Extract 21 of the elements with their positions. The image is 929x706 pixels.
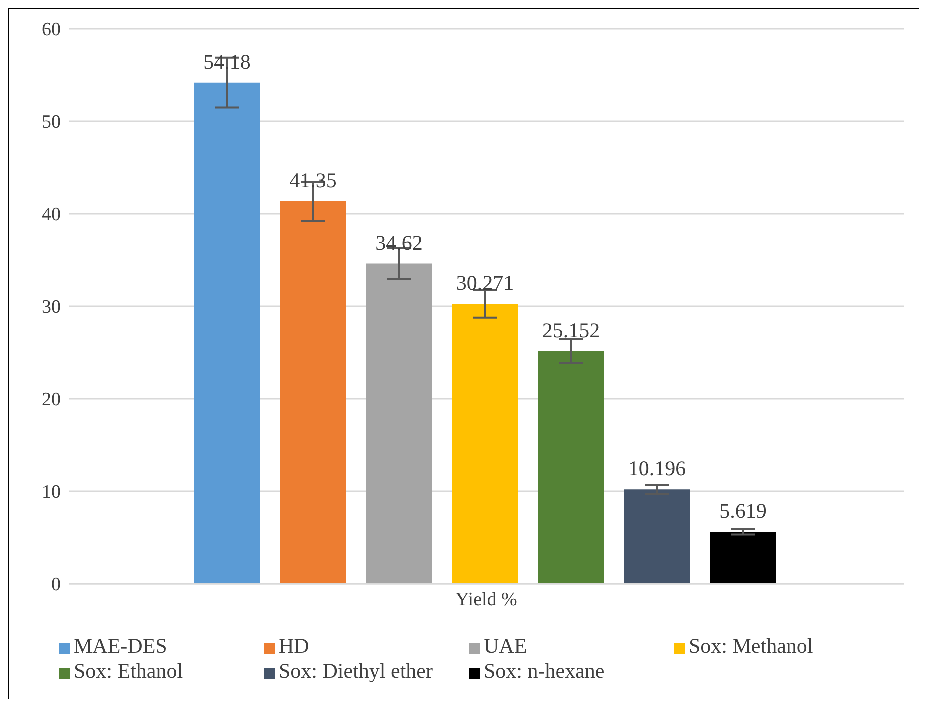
legend-label: Sox: Diethyl ether bbox=[279, 659, 434, 684]
legend-label: Sox: Ethanol bbox=[74, 659, 184, 684]
legend-label: HD bbox=[279, 634, 310, 659]
legend-label: MAE-DES bbox=[74, 634, 168, 659]
data-label: 10.196 bbox=[628, 456, 686, 481]
data-label: 34.62 bbox=[376, 230, 423, 255]
data-label: 5.619 bbox=[720, 499, 767, 524]
data-label: 30.271 bbox=[456, 270, 514, 295]
legend-label: Sox: n-hexane bbox=[484, 659, 606, 684]
data-label: 41.35 bbox=[290, 168, 337, 193]
legend-label: Sox: Methanol bbox=[689, 634, 814, 659]
y-tick-label: 10 bbox=[42, 482, 61, 504]
y-tick-label: 50 bbox=[42, 112, 61, 134]
y-tick-label: 60 bbox=[42, 20, 61, 41]
legend-label: UAE bbox=[484, 634, 528, 659]
y-tick-label: 40 bbox=[42, 204, 61, 226]
data-label: 25.152 bbox=[542, 318, 600, 342]
y-tick-label: 20 bbox=[42, 390, 61, 411]
y-tick-label: 0 bbox=[52, 574, 61, 596]
y-tick-label: 30 bbox=[42, 297, 61, 318]
x-tick-label: Yield % bbox=[456, 589, 518, 610]
